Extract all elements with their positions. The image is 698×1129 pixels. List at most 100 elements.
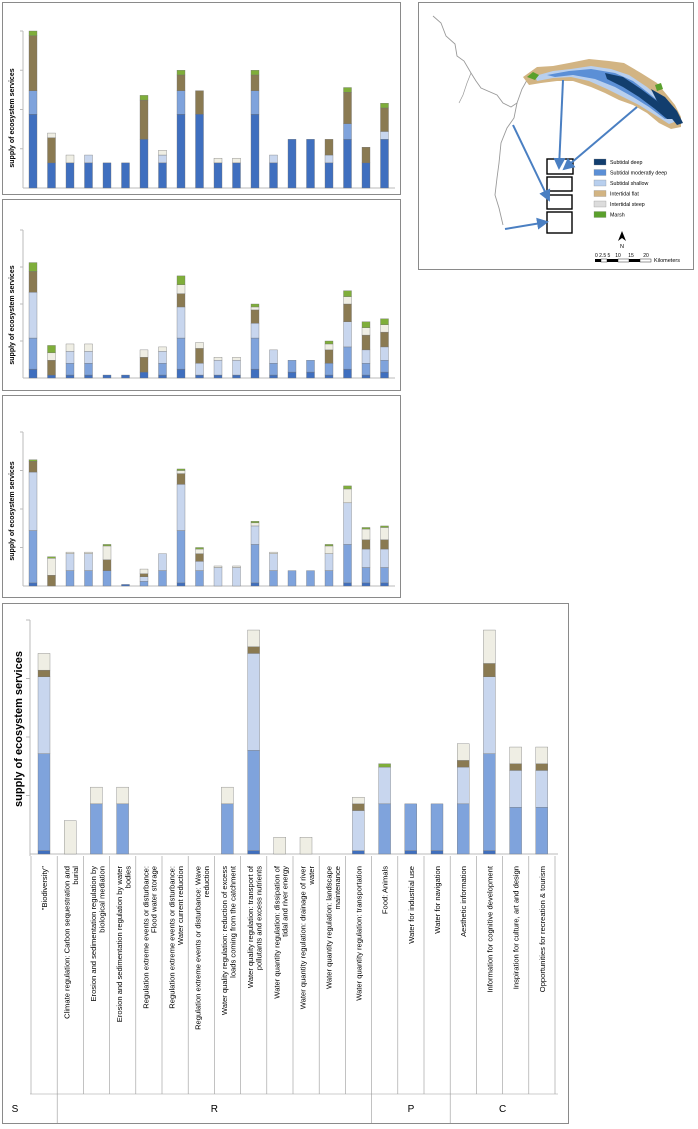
bar-segment [47, 556, 56, 559]
bar-segment [430, 803, 444, 851]
bar-segment [28, 337, 38, 370]
scale-tick: 15 [628, 253, 634, 259]
bar-segment [250, 521, 260, 524]
bar-segment [84, 374, 93, 379]
y-axis-title: supply of ecosystem services [9, 461, 16, 560]
chart-panel-1: supply of ecosystem services [2, 2, 401, 195]
bar-segment [65, 351, 75, 364]
bar-segment [176, 484, 186, 531]
legend-label: Marsh [610, 213, 625, 219]
legend-swatch [593, 190, 607, 197]
bar-segment [195, 548, 204, 554]
bar-segment [361, 548, 371, 568]
bar-segment [28, 30, 38, 36]
bar-segment [232, 357, 241, 361]
bar-segment [380, 103, 389, 109]
category-label: Erosion and sedimentation regulation by … [115, 866, 132, 1023]
bar-segment [28, 459, 38, 462]
bar-segment [343, 139, 352, 189]
legend-label: Intertidal steep [610, 202, 645, 208]
bar-segment [158, 374, 167, 379]
category-label: Water quality regulation: transport ofpo… [246, 865, 263, 988]
bar-segment [361, 334, 371, 351]
bar-segment [139, 349, 149, 358]
bar-segment [195, 561, 204, 571]
bar-segment [102, 162, 112, 189]
bar-segment [361, 363, 371, 376]
bar-segment [269, 374, 278, 379]
bar-segment [176, 293, 186, 308]
river-line [432, 15, 532, 108]
bar-segment [250, 303, 260, 308]
bar-segment [287, 570, 297, 587]
bar-segment [176, 90, 186, 115]
bar-segment [324, 570, 334, 587]
chart-panel-3: supply of ecosystem services [2, 395, 401, 598]
bar-segment [139, 581, 149, 587]
bar-segment [250, 525, 260, 545]
bar-segment [306, 371, 315, 379]
y-axis-title: supply of ecosystem services [9, 265, 16, 364]
bar-segment [352, 850, 365, 855]
bar-segment [37, 753, 51, 851]
category-label: Water quality regulation: reduction of e… [220, 865, 237, 1015]
bar-segment [287, 371, 297, 379]
bar-segment [343, 92, 352, 124]
bar-segment [213, 157, 223, 164]
bar-segment [221, 786, 234, 805]
bar-segment [404, 803, 417, 851]
bar-segment [64, 820, 77, 855]
bar-segment [90, 803, 103, 855]
bar-segment [176, 470, 186, 474]
bar-layer [20, 229, 389, 379]
category-label: Erosion and sedimentation regulation byb… [89, 866, 106, 1002]
bar-segment [121, 162, 130, 189]
bar-segment [380, 131, 389, 140]
bar-segment [195, 363, 204, 376]
legend-label: Subtidal moderatly deep [610, 171, 667, 177]
bar-segment [158, 351, 167, 364]
bar-segment [250, 582, 260, 587]
bar-segment [247, 850, 260, 855]
bar-segment [287, 360, 297, 373]
bar-segment [457, 760, 470, 768]
bar-segment [352, 810, 365, 851]
bar-segment [65, 162, 75, 189]
bar-segment [509, 770, 522, 808]
bar-segment [483, 753, 496, 851]
bar-segment [37, 676, 51, 754]
bar-segment [84, 570, 93, 587]
bar-segment [176, 114, 186, 189]
bar-segment [380, 139, 389, 189]
bar-segment [250, 114, 260, 189]
legend-swatch [593, 211, 607, 218]
category-label: Regulation extreme events or disturbance… [194, 866, 211, 1030]
bar-segment [176, 337, 186, 370]
chart-svg-2: supply of ecosystem services [9, 229, 395, 379]
bar-segment [380, 539, 389, 550]
bar-segment [102, 374, 112, 379]
bar-segment [250, 309, 260, 324]
bar-segment [116, 786, 129, 805]
bar-segment [28, 530, 38, 584]
legend-label: Subtidal shallow [610, 181, 648, 187]
bar-segment [158, 162, 167, 189]
bar-segment [378, 803, 391, 855]
legend-swatch [593, 169, 607, 176]
category-label: Regulation extreme events or disturbance… [141, 866, 158, 1009]
chart-svg-1: supply of ecosystem services [9, 30, 395, 189]
bar-segment [343, 544, 352, 584]
bar-segment [324, 544, 334, 547]
bar-segment [232, 162, 241, 189]
category-label: Water quantity regulation: transportatio… [354, 866, 363, 1001]
bar-segment [28, 291, 38, 339]
estuary-subtidal-deep [651, 89, 683, 125]
bar-segment [380, 107, 389, 132]
bar-segment [139, 99, 149, 140]
bar-segment [139, 139, 149, 189]
bar-segment [47, 374, 56, 379]
category-label: Opportunities for recreation & tourism [538, 866, 547, 992]
y-axis-title: supply of ecosystem services [9, 68, 16, 167]
bar-segment [269, 570, 278, 587]
bar-segment [195, 342, 204, 349]
